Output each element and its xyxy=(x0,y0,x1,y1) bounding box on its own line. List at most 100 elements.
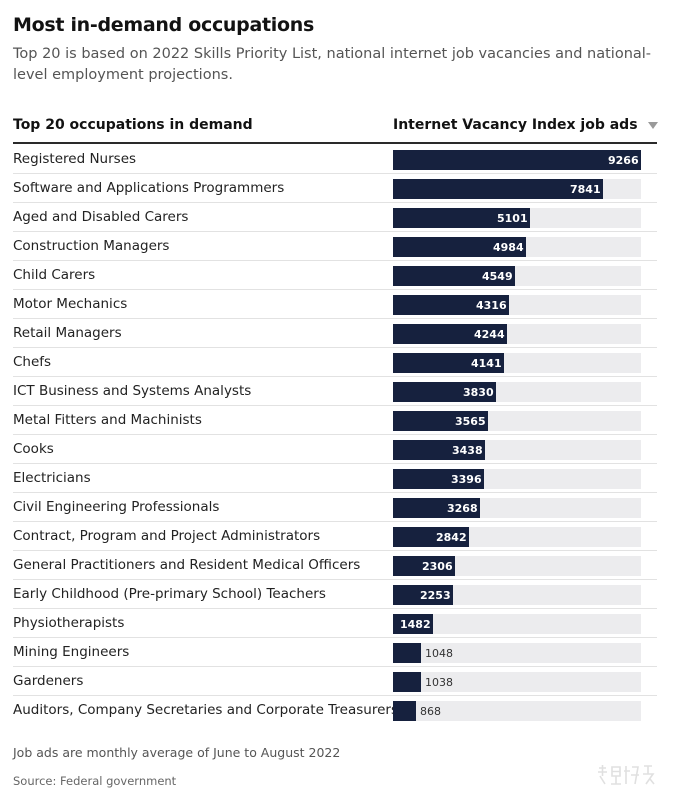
bar-value-label: 868 xyxy=(420,705,441,718)
bar xyxy=(393,179,603,199)
table-row: Electricians 3396 xyxy=(0,464,675,493)
occupation-label: Child Carers xyxy=(13,267,96,283)
occupation-label: Retail Managers xyxy=(13,325,122,341)
bar xyxy=(393,208,530,228)
bar xyxy=(393,150,641,170)
occupation-label: Gardeners xyxy=(13,673,84,689)
table-row: Construction Managers 4984 xyxy=(0,232,675,261)
job-ads-column-header-label: Internet Vacancy Index job ads xyxy=(393,117,638,133)
bar-value-label: 2306 xyxy=(422,560,453,573)
row-divider xyxy=(13,579,657,580)
occupation-label: Cooks xyxy=(13,441,54,457)
bar xyxy=(393,469,484,489)
table-row: Chefs 4141 xyxy=(0,348,675,377)
occupation-label: Contract, Program and Project Administra… xyxy=(13,528,321,544)
occupations-column-header: Top 20 occupations in demand xyxy=(13,117,253,133)
table-row: Auditors, Company Secretaries and Corpor… xyxy=(0,696,675,725)
bar xyxy=(393,672,421,692)
bar-value-label: 5101 xyxy=(497,212,528,225)
occupation-label: Civil Engineering Professionals xyxy=(13,499,220,515)
bar-value-label: 4316 xyxy=(476,299,507,312)
bar xyxy=(393,324,507,344)
table-row: Motor Mechanics 4316 xyxy=(0,290,675,319)
bar xyxy=(393,701,416,721)
occupation-label: Construction Managers xyxy=(13,238,170,254)
occupation-label: Registered Nurses xyxy=(13,151,137,167)
occupation-label: Motor Mechanics xyxy=(13,296,128,312)
row-divider xyxy=(13,550,657,551)
bar xyxy=(393,411,488,431)
row-divider xyxy=(13,347,657,348)
row-divider xyxy=(13,173,657,174)
row-divider xyxy=(13,318,657,319)
bar-value-label: 2253 xyxy=(420,589,451,602)
occupation-label: ICT Business and Systems Analysts xyxy=(13,383,252,399)
table-row: ICT Business and Systems Analysts 3830 xyxy=(0,377,675,406)
occupation-label: Physiotherapists xyxy=(13,615,125,631)
source-note: Source: Federal government xyxy=(13,774,177,788)
chart-title: Most in-demand occupations xyxy=(13,14,314,36)
bar-value-label: 3438 xyxy=(452,444,483,457)
footnote: Job ads are monthly average of June to A… xyxy=(13,745,341,760)
bar-value-label: 1482 xyxy=(400,618,431,631)
bar xyxy=(393,440,485,460)
sort-descending-icon[interactable] xyxy=(647,121,658,129)
occupation-label: Early Childhood (Pre-primary School) Tea… xyxy=(13,586,326,602)
bar-track xyxy=(393,701,641,721)
bar xyxy=(393,266,515,286)
bar-value-label: 3268 xyxy=(447,502,478,515)
row-divider xyxy=(13,492,657,493)
bar-value-label: 3396 xyxy=(451,473,482,486)
bar-value-label: 4141 xyxy=(471,357,502,370)
row-divider xyxy=(13,695,657,696)
bar-value-label: 1038 xyxy=(425,676,453,689)
row-divider xyxy=(13,260,657,261)
row-divider xyxy=(13,376,657,377)
table-row: Software and Applications Programmers 784… xyxy=(0,174,675,203)
bar-track xyxy=(393,643,641,663)
job-ads-column-header[interactable]: Internet Vacancy Index job ads xyxy=(393,117,658,133)
table-row: Retail Managers 4244 xyxy=(0,319,675,348)
bar xyxy=(393,614,433,634)
bar xyxy=(393,585,453,605)
bar-value-label: 1048 xyxy=(425,647,453,660)
row-divider xyxy=(13,289,657,290)
bar-value-label: 4244 xyxy=(474,328,505,341)
table-row: Child Carers 4549 xyxy=(0,261,675,290)
bar-value-label: 4549 xyxy=(482,270,513,283)
row-divider xyxy=(13,202,657,203)
bar xyxy=(393,353,504,373)
occupation-label: Auditors, Company Secretaries and Corpor… xyxy=(13,702,398,718)
header-divider xyxy=(13,142,657,144)
occupation-label: Metal Fitters and Machinists xyxy=(13,412,202,428)
table-row: Registered Nurses 9266 xyxy=(0,145,675,174)
row-divider xyxy=(13,231,657,232)
bar xyxy=(393,237,526,257)
row-divider xyxy=(13,434,657,435)
table-row: Gardeners 1038 xyxy=(0,667,675,696)
bar-track xyxy=(393,614,641,634)
bar-value-label: 3565 xyxy=(455,415,486,428)
table-row: Mining Engineers 1048 xyxy=(0,638,675,667)
bar-value-label: 2842 xyxy=(436,531,467,544)
occupation-label: Mining Engineers xyxy=(13,644,130,660)
table-row: Physiotherapists 1482 xyxy=(0,609,675,638)
occupation-label: Electricians xyxy=(13,470,91,486)
row-divider xyxy=(13,637,657,638)
bar xyxy=(393,643,421,663)
bar xyxy=(393,382,496,402)
table-row: Metal Fitters and Machinists 3565 xyxy=(0,406,675,435)
bar-value-label: 4984 xyxy=(493,241,524,254)
bar-track xyxy=(393,585,641,605)
row-divider xyxy=(13,608,657,609)
row-divider xyxy=(13,521,657,522)
bar-value-label: 3830 xyxy=(463,386,494,399)
table-row: Contract, Program and Project Administra… xyxy=(0,522,675,551)
occupation-label: Aged and Disabled Carers xyxy=(13,209,189,225)
row-divider xyxy=(13,405,657,406)
bar-value-label: 7841 xyxy=(570,183,601,196)
table-row: Early Childhood (Pre-primary School) Tea… xyxy=(0,580,675,609)
occupation-label: General Practitioners and Resident Medic… xyxy=(13,557,361,573)
bar-track xyxy=(393,556,641,576)
bar xyxy=(393,498,480,518)
